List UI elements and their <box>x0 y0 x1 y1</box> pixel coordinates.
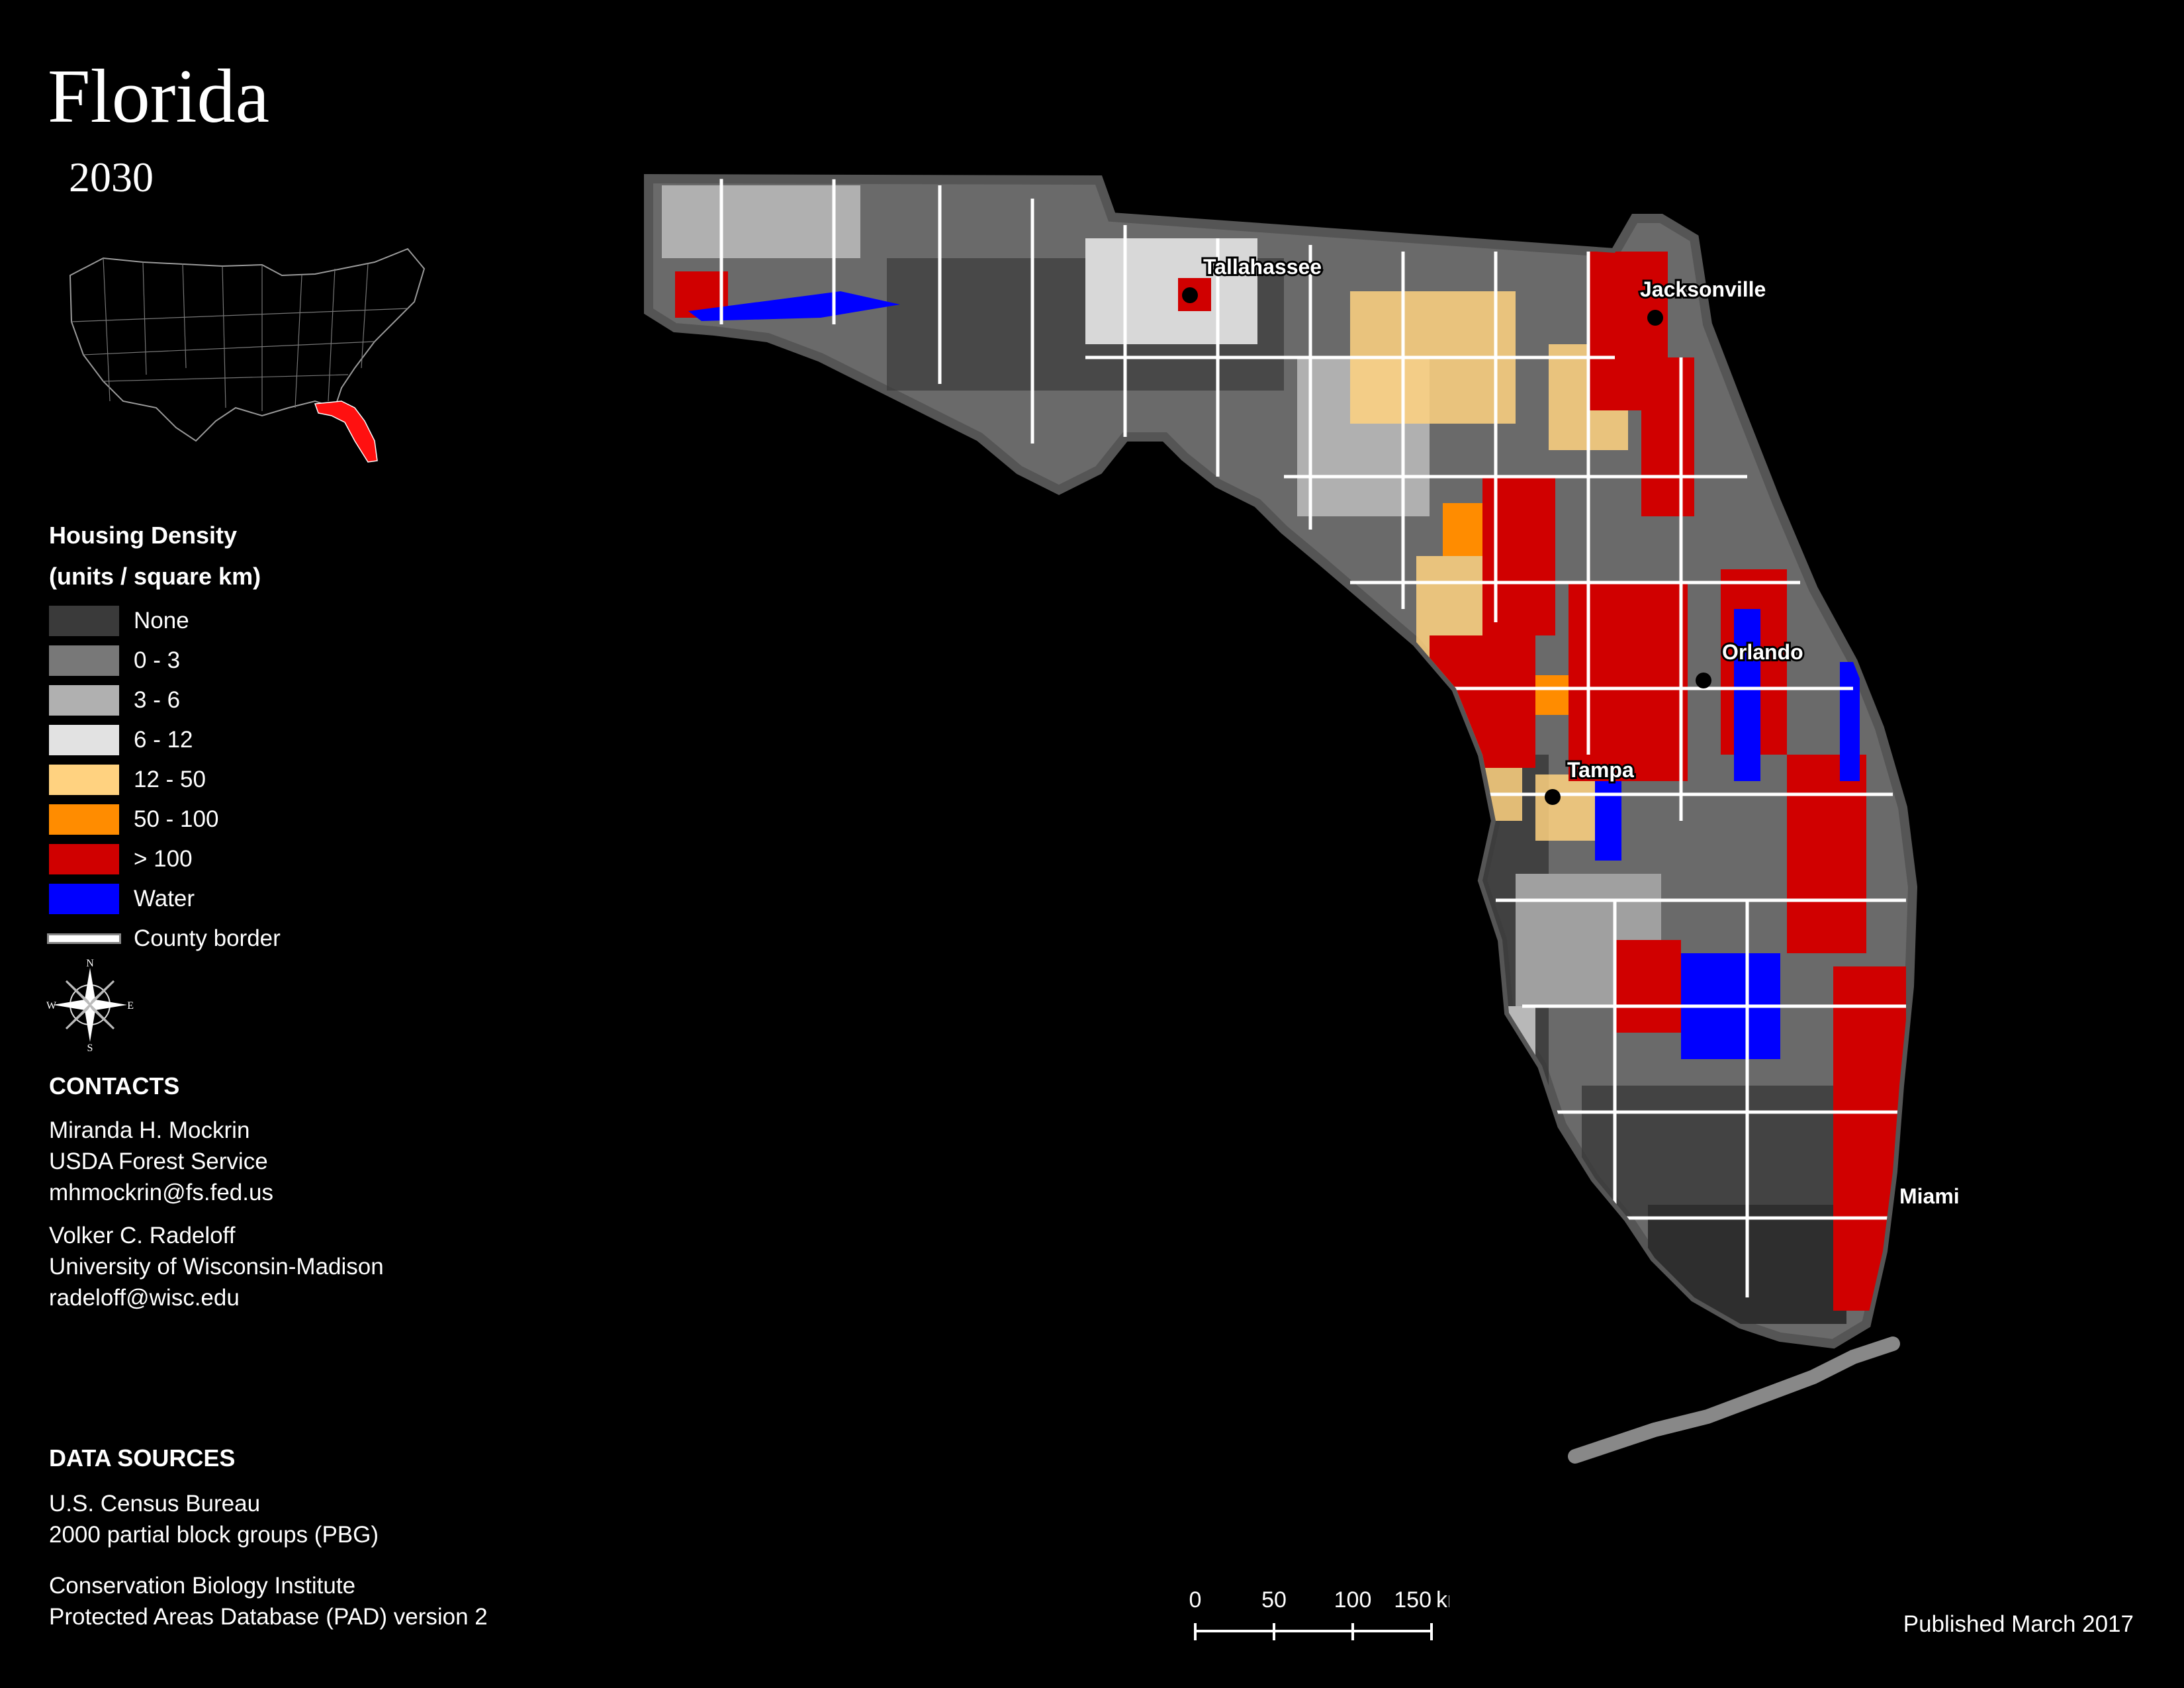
source-line: Conservation Biology Institute <box>49 1573 356 1599</box>
contact-org: University of Wisconsin-Madison <box>49 1254 384 1280</box>
legend-title-line2: (units / square km) <box>49 563 261 590</box>
contact-org: USDA Forest Service <box>49 1149 268 1174</box>
legend-swatch <box>49 804 119 835</box>
legend-label: Water <box>134 886 195 912</box>
legend-title-line1: Housing Density <box>49 522 238 549</box>
legend-label: 12 - 50 <box>134 767 206 792</box>
city-label-orlando: Orlando <box>1722 640 1803 664</box>
compass-n: N <box>86 959 94 969</box>
legend-swatch <box>49 884 119 914</box>
legend-label: 3 - 6 <box>134 687 181 713</box>
legend-swatch <box>49 645 119 676</box>
legend-item-0-3: 0 - 3 <box>49 641 281 680</box>
city-label-tampa: Tampa <box>1567 758 1634 782</box>
legend-item-water: Water <box>49 879 281 919</box>
compass-e: E <box>127 1000 134 1011</box>
legend-item-50-100: 50 - 100 <box>49 800 281 839</box>
contact-name: Miranda H. Mockrin <box>49 1117 250 1143</box>
compass-w: W <box>46 1000 57 1011</box>
scale-tick-label: 0 <box>1189 1587 1202 1613</box>
legend-label: 50 - 100 <box>134 806 219 832</box>
scale-tick-label: 150 <box>1394 1587 1432 1613</box>
legend-item-county-border: County border <box>49 919 281 959</box>
legend-swatch <box>49 606 119 636</box>
city-tallahassee: Tallahassee <box>1182 253 1324 303</box>
city-tampa: Tampa <box>1545 756 1636 805</box>
published-date: Published March 2017 <box>1903 1611 2134 1637</box>
data-sources: DATA SOURCES U.S. Census Bureau 2000 par… <box>49 1444 488 1632</box>
scale-tick-label: 50 <box>1261 1587 1287 1613</box>
florida-housing-density-map: Tallahassee Jacksonville Orlando Tampa M… <box>622 159 1962 1464</box>
city-miami: Miami <box>1897 1182 1962 1210</box>
contacts: CONTACTS Miranda H. Mockrin USDA Forest … <box>49 1072 384 1313</box>
county-border-swatch <box>49 935 119 942</box>
contacts-heading: CONTACTS <box>49 1072 180 1100</box>
legend-label: 6 - 12 <box>134 727 193 753</box>
city-jacksonville: Jacksonville <box>1638 275 1768 326</box>
legend-swatch <box>49 725 119 755</box>
legend-item-6-12: 6 - 12 <box>49 720 281 760</box>
contact-email[interactable]: mhmockrin@fs.fed.us <box>49 1180 273 1205</box>
us-locator-map <box>69 248 426 463</box>
legend-item-over-100: > 100 <box>49 839 281 879</box>
city-label-tallahassee: Tallahassee <box>1203 255 1322 279</box>
city-label-miami: Miami <box>1899 1184 1960 1208</box>
legend-title: Housing Density (units / square km) <box>49 515 261 597</box>
legend-label: 0 - 3 <box>134 647 181 673</box>
florida-highlight <box>314 400 378 463</box>
map-title: Florida <box>48 54 270 139</box>
compass-rose-icon: N S W E <box>46 959 134 1051</box>
legend-item-3-6: 3 - 6 <box>49 680 281 720</box>
contact-person: Miranda H. Mockrin USDA Forest Service m… <box>49 1115 384 1208</box>
compass-s: S <box>87 1043 93 1051</box>
legend-label: County border <box>134 925 281 951</box>
data-sources-heading: DATA SOURCES <box>49 1444 236 1472</box>
legend: None 0 - 3 3 - 6 6 - 12 12 - 50 50 - 100… <box>49 601 281 959</box>
city-orlando: Orlando <box>1696 638 1805 688</box>
legend-item-none: None <box>49 601 281 641</box>
legend-item-12-50: 12 - 50 <box>49 760 281 800</box>
legend-swatch <box>49 844 119 874</box>
source-line: Protected Areas Database (PAD) version 2 <box>49 1604 488 1630</box>
contact-name: Volker C. Radeloff <box>49 1223 236 1248</box>
contact-person: Volker C. Radeloff University of Wiscons… <box>49 1220 384 1313</box>
legend-label: None <box>134 608 189 633</box>
city-label-jacksonville: Jacksonville <box>1640 277 1766 301</box>
scale-tick-label: 100 <box>1334 1587 1372 1613</box>
contact-email[interactable]: radeloff@wisc.edu <box>49 1285 240 1311</box>
source-line: U.S. Census Bureau <box>49 1491 261 1517</box>
legend-swatch <box>49 685 119 716</box>
scale-bar: 0 50 100 150 km <box>1189 1587 1449 1640</box>
legend-label: > 100 <box>134 846 193 872</box>
scale-unit: km <box>1436 1587 1449 1613</box>
source-line: 2000 partial block groups (PBG) <box>49 1522 379 1548</box>
legend-swatch <box>49 765 119 795</box>
map-year: 2030 <box>69 154 154 201</box>
